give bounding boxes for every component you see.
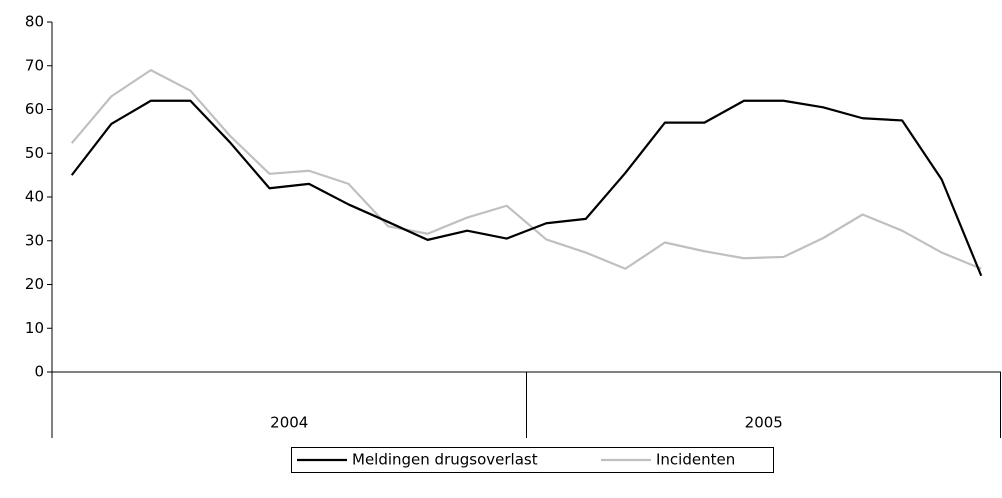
legend-label: Incidenten xyxy=(656,451,735,469)
x-group-label: 2005 xyxy=(745,414,783,432)
y-tick-label: 50 xyxy=(25,144,44,162)
y-tick-label: 60 xyxy=(25,100,44,118)
y-tick-label: 30 xyxy=(25,231,44,249)
y-tick-label: 80 xyxy=(25,13,44,31)
line-series xyxy=(70,99,983,277)
x-group-label: 2004 xyxy=(270,414,308,432)
y-tick-label: 0 xyxy=(34,363,44,381)
y-tick-label: 40 xyxy=(25,188,44,206)
legend-label: Meldingen drugsoverlast xyxy=(352,451,538,469)
y-tick-label: 10 xyxy=(25,319,44,337)
y-tick-label: 20 xyxy=(25,275,44,293)
line-series xyxy=(70,69,982,270)
legend-box xyxy=(291,447,774,473)
y-tick-label: 70 xyxy=(25,56,44,74)
